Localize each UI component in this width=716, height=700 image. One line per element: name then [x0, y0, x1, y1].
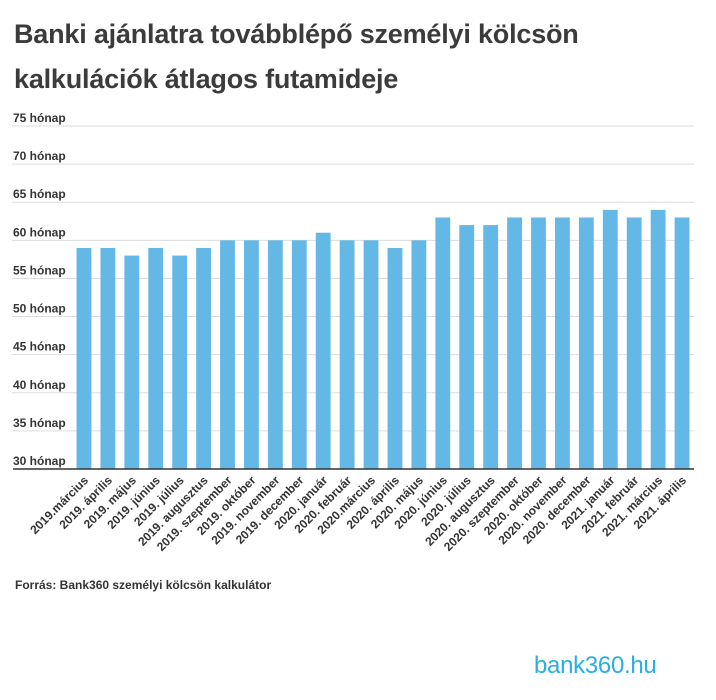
y-tick-label: 55 hónap [13, 263, 66, 277]
bar [387, 247, 403, 469]
chart-title: Banki ajánlatra továbblépő személyi kölc… [14, 19, 579, 94]
bar [267, 240, 283, 469]
bar [602, 209, 618, 469]
bar [483, 225, 499, 469]
bar [172, 255, 188, 469]
bar [578, 217, 594, 469]
bar [100, 247, 116, 469]
bar [531, 217, 546, 469]
y-tick-label: 30 hónap [13, 454, 66, 468]
source-note: Forrás: Bank360 személyi kölcsön kalkulá… [15, 578, 272, 592]
y-tick-label: 40 hónap [13, 378, 66, 392]
bar [435, 217, 451, 469]
y-tick-label: 65 hónap [13, 187, 66, 201]
y-tick-label: 75 hónap [13, 111, 66, 125]
bar [220, 240, 235, 469]
bar [459, 225, 475, 469]
bar [291, 240, 307, 469]
bar [76, 247, 92, 469]
y-tick-label: 50 hónap [13, 302, 66, 316]
bar [674, 217, 690, 469]
bar [148, 247, 164, 469]
bar [555, 217, 570, 469]
bar [196, 247, 211, 469]
y-tick-label: 60 hónap [13, 225, 66, 239]
bar [315, 232, 331, 469]
bar [650, 209, 666, 469]
bar [124, 255, 140, 469]
bar [411, 240, 427, 469]
bank360-logo[interactable]: bank360.hu [534, 652, 657, 679]
bar [626, 217, 642, 469]
bar [244, 240, 259, 469]
y-tick-label: 35 hónap [13, 416, 66, 430]
bar [507, 217, 522, 469]
y-tick-label: 45 hónap [13, 340, 66, 354]
bar [363, 240, 379, 469]
y-tick-label: 70 hónap [13, 149, 66, 163]
bar [339, 240, 355, 469]
